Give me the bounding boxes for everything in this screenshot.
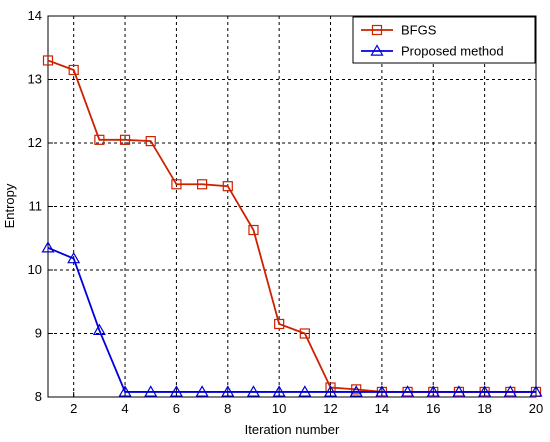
data-point-bfgs [222, 181, 233, 192]
data-point-bfgs [119, 134, 131, 145]
x-tick-label: 18 [477, 401, 491, 416]
data-point-proposed-method [118, 385, 132, 397]
x-tick-label: 16 [426, 401, 440, 416]
data-point-bfgs [274, 318, 285, 330]
y-tick-label: 11 [29, 199, 43, 214]
data-point-proposed-method [452, 385, 466, 397]
y-tick-label: 10 [28, 262, 42, 277]
x-tick-label: 2 [70, 401, 77, 416]
x-tick-label: 14 [375, 401, 389, 416]
data-point-proposed-method [375, 385, 389, 397]
legend-marker-bfgs [371, 24, 383, 36]
legend-box [352, 16, 536, 64]
x-tick-label: 12 [323, 401, 337, 416]
y-tick-label: 12 [28, 135, 42, 150]
data-point-proposed-method [221, 385, 235, 397]
y-tick-label: 8 [35, 389, 42, 404]
data-point-proposed-method [41, 241, 55, 253]
legend: BFGS Proposed method [352, 16, 536, 64]
data-point-proposed-method [246, 385, 261, 397]
x-tick-label: 4 [121, 401, 128, 416]
data-point-proposed-method [426, 385, 440, 397]
data-point-bfgs [68, 64, 79, 76]
data-point-proposed-method [298, 385, 312, 397]
x-axis-label: Iteration number [245, 422, 340, 437]
data-point-proposed-method [195, 385, 209, 397]
legend-label-proposed-method: Proposed method [401, 44, 504, 59]
x-tick-label: 8 [224, 401, 231, 416]
series-proposed-method [41, 241, 543, 397]
data-point-proposed-method [478, 385, 492, 397]
data-point-proposed-method [169, 385, 183, 397]
data-point-bfgs [171, 179, 182, 190]
axis-ticks: 2 4 6 8 10 12 14 16 18 20 8 9 10 11 12 13 14 [28, 8, 544, 416]
data-point-proposed-method [323, 385, 338, 397]
y-tick-label: 9 [35, 326, 42, 341]
data-point-bfgs [145, 135, 156, 147]
y-tick-label: 13 [28, 72, 42, 87]
data-point-bfgs [42, 55, 54, 66]
data-point-proposed-method [144, 385, 158, 397]
data-point-proposed-method [503, 385, 517, 397]
series-layer [41, 55, 543, 398]
data-point-bfgs [197, 179, 208, 190]
series-line-proposed-method [47, 246, 536, 393]
data-point-bfgs [351, 384, 362, 395]
y-tick-label: 14 [28, 8, 42, 23]
data-point-bfgs [94, 134, 105, 145]
data-point-bfgs [248, 224, 259, 236]
data-point-proposed-method [92, 323, 106, 336]
x-tick-label: 6 [173, 401, 180, 416]
data-point-proposed-method [401, 385, 415, 397]
x-tick-label: 20 [529, 401, 543, 416]
data-point-proposed-method [67, 251, 81, 264]
data-point-bfgs [299, 328, 310, 339]
x-tick-label: 10 [272, 401, 286, 416]
legend-label-bfgs: BFGS [401, 23, 437, 38]
legend-marker-proposed-method [370, 44, 384, 56]
data-point-proposed-method [349, 385, 363, 397]
plot-area [48, 16, 536, 397]
data-point-proposed-method [272, 385, 286, 397]
data-point-proposed-method [529, 385, 543, 397]
y-axis-label: Entropy [2, 183, 17, 228]
